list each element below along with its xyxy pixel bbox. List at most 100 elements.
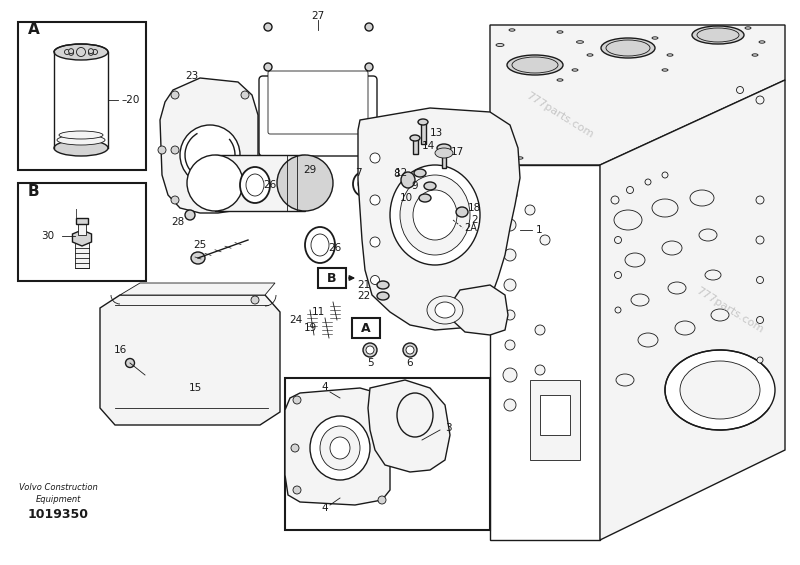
Ellipse shape (662, 69, 668, 71)
Circle shape (126, 359, 134, 367)
Ellipse shape (631, 294, 649, 306)
Ellipse shape (54, 44, 108, 60)
Circle shape (185, 210, 195, 220)
Ellipse shape (509, 29, 515, 31)
Ellipse shape (435, 302, 455, 318)
Ellipse shape (557, 31, 563, 33)
Bar (18, 22, 146, 170)
Ellipse shape (277, 155, 333, 211)
Ellipse shape (692, 26, 744, 44)
Ellipse shape (614, 210, 642, 230)
Ellipse shape (625, 253, 645, 267)
Bar (318, 268, 346, 288)
Circle shape (370, 195, 380, 205)
Ellipse shape (57, 135, 105, 145)
Text: 27: 27 (311, 11, 325, 21)
Circle shape (241, 91, 249, 99)
Bar (421, 122, 426, 144)
Ellipse shape (638, 333, 658, 347)
Text: –20: –20 (121, 95, 139, 105)
Ellipse shape (419, 194, 431, 202)
Bar (352, 318, 380, 338)
Text: 8: 8 (394, 169, 400, 179)
Text: 4: 4 (322, 382, 328, 392)
Text: 12: 12 (394, 168, 408, 178)
Ellipse shape (504, 399, 516, 411)
Ellipse shape (504, 219, 516, 231)
Ellipse shape (503, 188, 517, 202)
Text: 13: 13 (430, 128, 443, 138)
Circle shape (88, 50, 94, 55)
Circle shape (171, 146, 179, 154)
Circle shape (293, 486, 301, 494)
Circle shape (365, 63, 373, 71)
Text: 3: 3 (445, 423, 451, 433)
Ellipse shape (418, 119, 428, 125)
Circle shape (264, 23, 272, 31)
Circle shape (365, 23, 373, 31)
FancyBboxPatch shape (259, 76, 377, 156)
Circle shape (251, 296, 259, 304)
Ellipse shape (358, 177, 368, 191)
Circle shape (756, 196, 764, 204)
Ellipse shape (424, 182, 436, 190)
Ellipse shape (697, 28, 739, 42)
Ellipse shape (662, 241, 682, 255)
Ellipse shape (699, 229, 717, 241)
Ellipse shape (512, 57, 558, 73)
Text: 30: 30 (41, 231, 54, 241)
Circle shape (645, 179, 651, 185)
Circle shape (757, 276, 763, 284)
Ellipse shape (675, 321, 695, 335)
Bar (75, 243, 89, 268)
Ellipse shape (606, 40, 650, 56)
Ellipse shape (397, 393, 433, 437)
Circle shape (69, 49, 74, 54)
Text: 15: 15 (188, 383, 202, 393)
Ellipse shape (305, 227, 335, 263)
Ellipse shape (59, 131, 103, 139)
Ellipse shape (406, 346, 414, 354)
Ellipse shape (191, 252, 205, 264)
Bar (18, 183, 146, 281)
Ellipse shape (680, 361, 760, 419)
Text: 777parts.com: 777parts.com (525, 90, 595, 140)
Circle shape (662, 172, 668, 178)
Polygon shape (490, 25, 785, 165)
Bar (215, 155, 305, 211)
Ellipse shape (410, 135, 420, 141)
Polygon shape (490, 165, 600, 540)
Bar (78, 223, 86, 235)
Circle shape (93, 50, 98, 54)
Text: 14: 14 (422, 141, 435, 151)
Ellipse shape (320, 426, 360, 470)
Ellipse shape (745, 27, 751, 29)
Circle shape (69, 50, 74, 55)
Circle shape (378, 496, 386, 504)
Circle shape (370, 276, 379, 285)
Circle shape (611, 196, 619, 204)
Text: B: B (28, 184, 40, 198)
Text: 4: 4 (322, 503, 328, 513)
Polygon shape (73, 230, 91, 246)
Ellipse shape (435, 148, 453, 158)
Bar (76, 218, 88, 224)
Circle shape (241, 196, 249, 204)
Ellipse shape (504, 279, 516, 291)
Ellipse shape (377, 281, 389, 289)
Polygon shape (100, 295, 280, 425)
Ellipse shape (400, 175, 470, 255)
Text: Equipment: Equipment (35, 496, 81, 505)
Circle shape (171, 196, 179, 204)
FancyBboxPatch shape (268, 71, 368, 134)
Circle shape (614, 237, 622, 244)
Text: 17: 17 (451, 147, 464, 157)
Bar (285, 378, 490, 530)
Ellipse shape (690, 190, 714, 206)
Ellipse shape (652, 37, 658, 39)
Text: 21: 21 (357, 280, 370, 290)
Polygon shape (368, 380, 450, 472)
Ellipse shape (652, 199, 678, 217)
Ellipse shape (503, 368, 517, 382)
Ellipse shape (668, 282, 686, 294)
